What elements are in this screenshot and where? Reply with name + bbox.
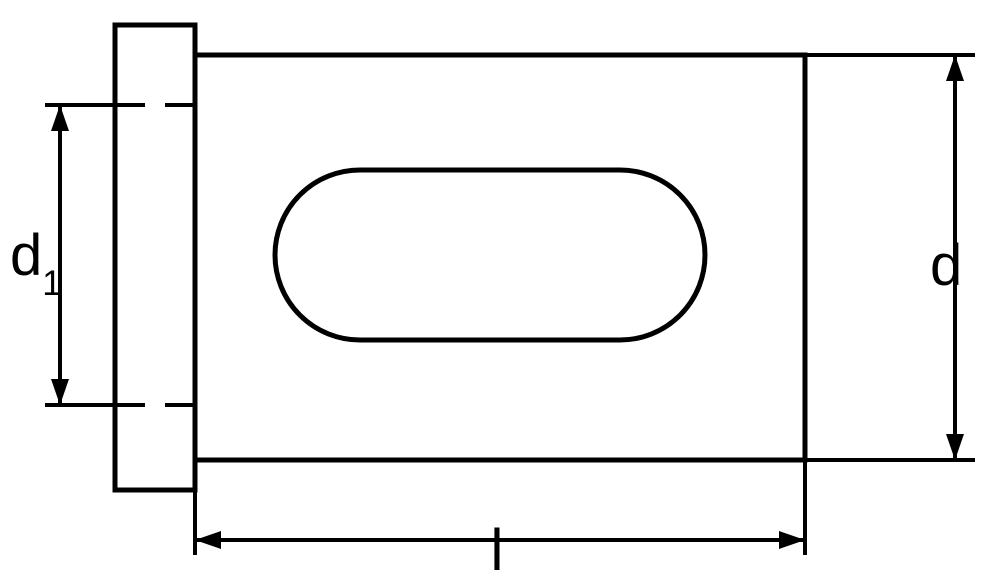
- technical-drawing: d1 d l: [0, 0, 1000, 581]
- flange: [115, 25, 195, 490]
- dim-label-l: l: [491, 518, 504, 581]
- slot: [275, 170, 705, 340]
- dim-label-d: d: [930, 233, 962, 298]
- dim-label-d1: d1: [10, 223, 62, 303]
- body: [195, 55, 805, 460]
